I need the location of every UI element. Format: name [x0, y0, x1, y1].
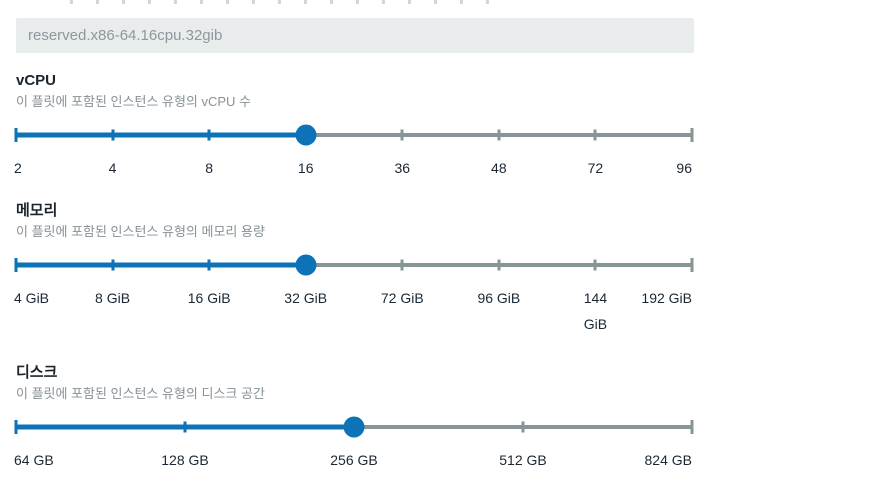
- disk-slider: [14, 409, 694, 445]
- clipped-text-remnant: [70, 0, 490, 4]
- vcpu-title: vCPU: [16, 72, 57, 89]
- disk-tick-4: [690, 420, 694, 434]
- vcpu-tick-6: [593, 129, 597, 141]
- vcpu-tick-label-6: 72: [587, 160, 604, 176]
- vcpu-tick-label-2: 8: [205, 160, 214, 176]
- memory-tick-label-5: 96 GiB: [477, 290, 521, 306]
- memory-slider-fill: [16, 262, 306, 268]
- vcpu-tick-5: [497, 129, 501, 141]
- section-vcpu: vCPU 이 플릿에 포함된 인스턴스 유형의 vCPU 수 2 4 8 16 36 48…: [14, 71, 694, 176]
- disk-tick-label-0: 64 GB: [14, 452, 54, 468]
- memory-tick-label-0: 4 GiB: [14, 290, 50, 306]
- memory-title: 메모리: [16, 202, 58, 219]
- disk-slider-tick-labels: 64 GB 128 GB 256 GB 512 GB 824 GB: [14, 445, 692, 468]
- memory-tick-1: [111, 259, 115, 271]
- memory-slider-tick-labels: 4 GiB 8 GiB 16 GiB 32 GiB 72 GiB 96 GiB 144 Gi…: [14, 283, 692, 332]
- bundle-id-field[interactable]: reserved.x86-64.16cpu.32gib: [16, 18, 694, 53]
- memory-tick-label-1: 8 GiB: [95, 290, 131, 306]
- memory-tick-label-2: 16 GiB: [187, 290, 231, 306]
- memory-tick-0: [14, 258, 18, 272]
- vcpu-tick-label-3: 16: [297, 160, 314, 176]
- vcpu-tick-7: [690, 128, 694, 142]
- memory-tick-7: [690, 258, 694, 272]
- vcpu-tick-1: [111, 129, 115, 141]
- memory-tick-label-3: 32 GiB: [284, 290, 328, 306]
- disk-tick-label-1: 128 GB: [161, 452, 209, 468]
- memory-tick-label-6: 144 GiB: [583, 290, 608, 332]
- vcpu-tick-4: [400, 129, 404, 141]
- memory-tick-label-4: 72 GiB: [380, 290, 424, 306]
- disk-tick-3: [521, 421, 525, 433]
- memory-tick-5: [497, 259, 501, 271]
- vcpu-tick-label-0: 2: [14, 160, 22, 176]
- vcpu-slider-handle[interactable]: [295, 124, 317, 146]
- vcpu-slider: [14, 117, 694, 153]
- vcpu-tick-label-7: 96: [676, 160, 692, 176]
- memory-tick-6: [593, 259, 597, 271]
- vcpu-tick-label-4: 36: [394, 160, 411, 176]
- vcpu-slider-tick-labels: 2 4 8 16 36 48 72 96: [14, 153, 692, 176]
- disk-tick-label-3: 512 GB: [499, 452, 547, 468]
- vcpu-description: 이 플릿에 포함된 인스턴스 유형의 vCPU 수: [16, 94, 252, 109]
- slider-sections: vCPU 이 플릿에 포함된 인스턴스 유형의 vCPU 수 2 4 8 16 36 48…: [14, 71, 694, 468]
- disk-tick-label-4: 824 GB: [644, 452, 692, 468]
- section-memory: 메모리 이 플릿에 포함된 인스턴스 유형의 메모리 용량 4 GiB 8 GiB…: [14, 201, 694, 332]
- vcpu-tick-2: [207, 129, 211, 141]
- disk-tick-label-2: 256 GB: [330, 452, 378, 468]
- memory-slider-handle[interactable]: [295, 254, 317, 276]
- section-disk: 디스크 이 플릿에 포함된 인스턴스 유형의 디스크 공간 64 GB 128 G…: [14, 363, 694, 468]
- disk-tick-0: [14, 420, 18, 434]
- vcpu-tick-label-5: 48: [491, 160, 507, 176]
- vcpu-slider-fill: [16, 132, 306, 138]
- memory-description: 이 플릿에 포함된 인스턴스 유형의 메모리 용량: [16, 224, 265, 239]
- memory-tick-label-7: 192 GiB: [641, 290, 692, 306]
- memory-slider-track[interactable]: [16, 263, 692, 267]
- memory-tick-2: [207, 259, 211, 271]
- vcpu-slider-track[interactable]: [16, 133, 692, 137]
- disk-description: 이 플릿에 포함된 인스턴스 유형의 디스크 공간: [16, 386, 265, 401]
- disk-tick-1: [183, 421, 187, 433]
- vcpu-tick-label-1: 4: [108, 160, 117, 176]
- disk-title: 디스크: [16, 364, 58, 381]
- vcpu-tick-0: [14, 128, 18, 142]
- memory-tick-4: [400, 259, 404, 271]
- disk-slider-handle[interactable]: [343, 416, 365, 438]
- memory-slider: [14, 247, 694, 283]
